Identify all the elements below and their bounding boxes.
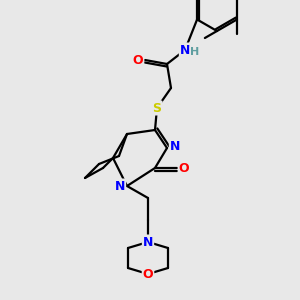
Text: O: O (179, 161, 189, 175)
Text: H: H (190, 47, 200, 57)
Text: N: N (170, 140, 180, 152)
Text: N: N (180, 44, 190, 56)
Text: S: S (152, 101, 161, 115)
Text: O: O (133, 53, 143, 67)
Text: N: N (143, 236, 153, 248)
Text: N: N (115, 179, 125, 193)
Text: O: O (143, 268, 153, 281)
